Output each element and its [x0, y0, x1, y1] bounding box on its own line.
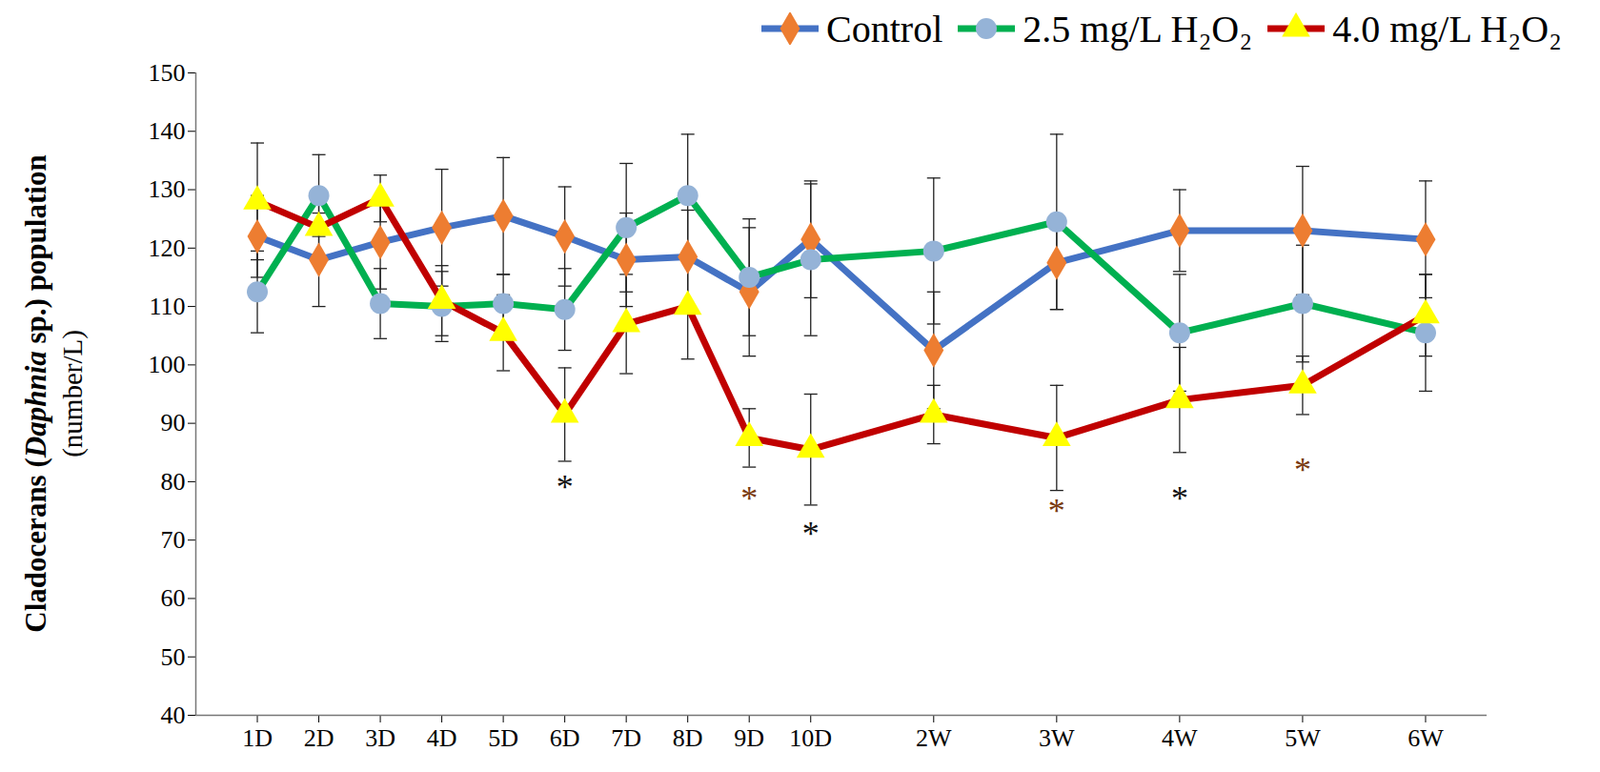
svg-text:Cladocerans (Daphnia sp.) popu: Cladocerans (Daphnia sp.) population [19, 154, 53, 632]
svg-text:3D: 3D [364, 724, 396, 752]
svg-text:*: * [556, 467, 574, 507]
svg-text:10D: 10D [789, 724, 832, 752]
svg-text:140: 140 [148, 117, 186, 145]
svg-text:*: * [1048, 491, 1066, 530]
svg-text:60: 60 [161, 584, 186, 612]
svg-text:2W: 2W [915, 724, 952, 752]
svg-text:150: 150 [148, 59, 186, 87]
svg-text:9D: 9D [733, 724, 765, 752]
svg-text:130: 130 [148, 175, 186, 203]
svg-text:7D: 7D [610, 724, 642, 752]
svg-text:100: 100 [148, 350, 186, 379]
svg-text:50: 50 [161, 643, 186, 671]
html-text:2.5 mg/L H₂O₂: 2.5 mg/L H₂O₂ [1022, 7, 1253, 51]
svg-text:*: * [802, 514, 820, 553]
svg-text:80: 80 [161, 467, 186, 496]
svg-text:1D: 1D [242, 724, 273, 752]
svg-text:5D: 5D [487, 724, 519, 752]
svg-text:*: * [1294, 450, 1312, 489]
svg-text:2D: 2D [303, 724, 335, 752]
svg-text:6D: 6D [549, 724, 581, 752]
html-text:Control: Control [826, 7, 943, 51]
svg-text:120: 120 [148, 234, 186, 263]
html-text:4.0 mg/L H₂O₂: 4.0 mg/L H₂O₂ [1332, 7, 1562, 51]
svg-text:70: 70 [161, 526, 186, 554]
svg-text:3W: 3W [1038, 724, 1075, 752]
svg-text:(number/L): (number/L) [57, 329, 89, 458]
svg-text:*: * [740, 479, 758, 518]
svg-text:*: * [1171, 479, 1189, 518]
svg-text:4W: 4W [1161, 724, 1198, 752]
svg-text:4D: 4D [426, 724, 458, 752]
svg-text:8D: 8D [672, 724, 704, 752]
svg-text:6W: 6W [1407, 724, 1444, 752]
svg-text:110: 110 [148, 292, 185, 321]
svg-text:90: 90 [161, 408, 186, 437]
svg-text:5W: 5W [1284, 724, 1321, 752]
svg-text:40: 40 [161, 701, 186, 730]
